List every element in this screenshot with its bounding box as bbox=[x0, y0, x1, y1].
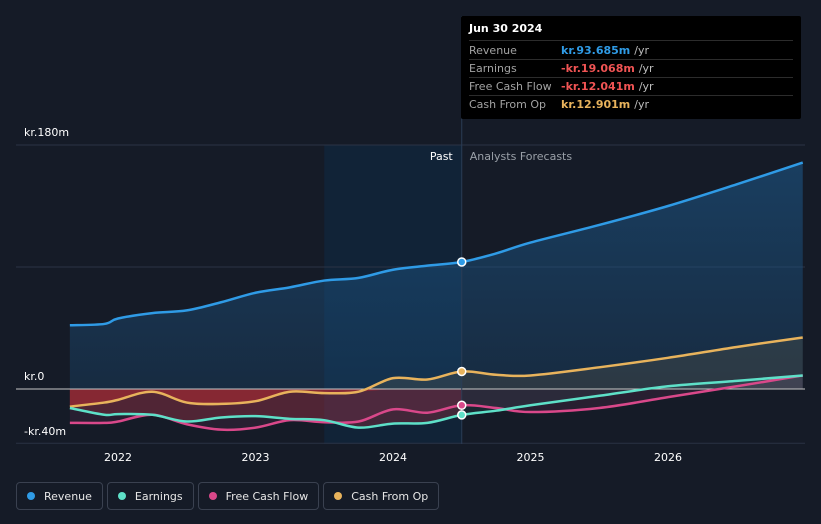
negative-earnings-area bbox=[69, 389, 462, 428]
legend-label: Revenue bbox=[44, 489, 92, 503]
tooltip-value: kr.12.901m bbox=[561, 98, 631, 111]
y-axis-label: kr.0 bbox=[24, 370, 44, 383]
earnings-marker[interactable] bbox=[457, 410, 467, 420]
x-axis-label: 2026 bbox=[654, 451, 682, 464]
tooltip-label: Revenue bbox=[469, 44, 517, 57]
tooltip-unit: /yr bbox=[634, 98, 650, 111]
cash-from-op-marker[interactable] bbox=[457, 366, 467, 377]
tooltip: Jun 30 2024 Revenue kr.93.685m /yr Earni… bbox=[461, 16, 801, 119]
tooltip-label: Earnings bbox=[469, 62, 517, 75]
tooltip-unit: /yr bbox=[634, 44, 650, 57]
tooltip-label: Free Cash Flow bbox=[469, 80, 552, 93]
legend-label: Earnings bbox=[134, 489, 183, 503]
cash-from-op-dot-icon bbox=[334, 492, 343, 500]
tooltip-value: -kr.19.068m bbox=[561, 62, 635, 75]
legend-label: Cash From Op bbox=[351, 489, 429, 503]
tooltip-row-cash-from-op: Cash From Op kr.12.901m /yr bbox=[469, 97, 793, 113]
free-cash-flow-marker[interactable] bbox=[457, 400, 467, 411]
tooltip-unit: /yr bbox=[638, 62, 654, 75]
forecast-label: Analysts Forecasts bbox=[470, 150, 573, 163]
earnings-area bbox=[69, 375, 803, 428]
negative-region-area bbox=[69, 389, 393, 407]
legend-label: Free Cash Flow bbox=[225, 489, 309, 503]
earnings-line bbox=[69, 374, 803, 429]
revenue-dot-icon bbox=[27, 492, 35, 500]
tooltip-label: Cash From Op bbox=[469, 98, 547, 111]
x-axis-label: 2023 bbox=[242, 451, 270, 464]
tooltip-row-earnings: Earnings -kr.19.068m /yr bbox=[469, 61, 793, 78]
revenue-marker[interactable] bbox=[457, 257, 467, 267]
y-axis-label: kr.180m bbox=[24, 126, 69, 139]
cash-from-op-line bbox=[69, 336, 803, 408]
y-axis-label: -kr.40m bbox=[24, 425, 66, 438]
free-cash-flow-dot-icon bbox=[208, 492, 217, 500]
legend-item-cash-from-op[interactable]: Cash From Op bbox=[323, 482, 440, 510]
x-axis-label: 2024 bbox=[379, 451, 407, 464]
tooltip-date: Jun 30 2024 bbox=[469, 22, 793, 41]
earnings-dot-icon bbox=[117, 492, 126, 500]
past-label: Past bbox=[430, 150, 454, 163]
legend: Revenue Earnings Free Cash Flow Cash Fro… bbox=[16, 482, 440, 510]
legend-item-free-cash-flow[interactable]: Free Cash Flow bbox=[197, 482, 320, 510]
legend-item-revenue[interactable]: Revenue bbox=[16, 482, 103, 510]
x-axis-label: 2022 bbox=[104, 451, 132, 464]
revenue-area bbox=[69, 162, 803, 389]
x-axis-label: 2025 bbox=[517, 451, 545, 464]
revenue-line bbox=[69, 161, 804, 327]
tooltip-value: kr.93.685m bbox=[561, 44, 631, 57]
tooltip-row-revenue: Revenue kr.93.685m /yr bbox=[469, 43, 793, 60]
tooltip-value: -kr.12.041m bbox=[561, 80, 635, 93]
legend-item-earnings[interactable]: Earnings bbox=[106, 482, 194, 510]
tooltip-unit: /yr bbox=[638, 80, 654, 93]
tooltip-row-free-cash-flow: Free Cash Flow -kr.12.041m /yr bbox=[469, 79, 793, 96]
